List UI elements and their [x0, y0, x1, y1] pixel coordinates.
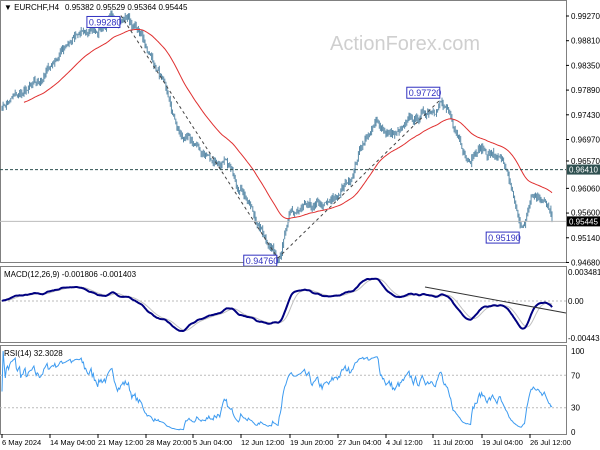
price-annotation-label: 0.99280 [89, 17, 122, 27]
price-annotation-label: 0.94760 [246, 256, 279, 266]
level-price-label: 0.96410 [569, 166, 598, 175]
macd-tick-label: -0.004436 [568, 334, 600, 343]
price-tick-label: 0.97890 [571, 86, 600, 95]
macd-trendline [424, 286, 567, 314]
price-annotation-box [86, 15, 121, 28]
swing-trendline [277, 98, 442, 259]
time-tick-label: 5 Jun 04:00 [193, 438, 232, 447]
rsi-tick-label: 0 [571, 428, 576, 437]
rsi-tick-label: 70 [571, 371, 580, 380]
time-axis: 6 May 2024 14 May 04:00 21 May 12:00 28 May… [1, 434, 571, 447]
price-tick-label: 0.97430 [571, 111, 600, 120]
price-tick-label: 0.96060 [571, 184, 600, 193]
time-tick-label: 11 Jul 20:00 [433, 438, 473, 447]
price-annotation-label: 0.97720 [409, 88, 442, 98]
price-annotation-box [485, 231, 520, 244]
current-price-label: 0.95445 [569, 217, 598, 226]
swing-trendline [120, 15, 279, 259]
time-tick-label: 4 Jul 12:00 [386, 438, 423, 447]
symbol-label: EURCHF,H4 [14, 3, 59, 12]
level-price-tag [567, 164, 600, 175]
time-tick-label: 28 May 20:00 [146, 438, 191, 447]
time-tick-label: 19 Jun 20:00 [290, 438, 333, 447]
moving-average-line [23, 28, 553, 220]
rsi-title: RSI(14) 32.3028 [4, 349, 63, 358]
macd-main-line [1, 277, 553, 332]
time-tick-label: 6 May 2024 [2, 438, 41, 447]
macd-tick-label: 0.003481 [568, 268, 600, 277]
price-tick-label: 0.99270 [571, 12, 600, 21]
time-tick-label: 27 Jun 04:00 [338, 438, 381, 447]
ohlc-values: 0.95382 0.95529 0.95364 0.95445 [65, 3, 188, 12]
symbol-dropdown-icon[interactable]: ▼ [4, 3, 14, 12]
time-tick-label: 14 May 04:00 [50, 438, 95, 447]
macd-panel-frame [0, 266, 567, 343]
price-tick-label: 0.95600 [571, 208, 600, 217]
price-tick-label: 0.96970 [571, 136, 600, 145]
macd-title: MACD(12,26,9) -0.001806 -0.001403 [4, 270, 137, 279]
watermark: ActionForex.com [330, 33, 480, 55]
price-tick-label: 0.94680 [571, 258, 600, 267]
price-annotation-label: 0.95190 [488, 233, 521, 243]
price-panel-frame [0, 0, 567, 263]
current-price-tag [567, 216, 600, 227]
price-tick-label: 0.98810 [571, 37, 600, 46]
macd-tick-label: 0.00 [568, 297, 584, 306]
time-tick-label: 26 Jul 12:00 [530, 438, 571, 447]
price-panel[interactable]: ActionForex.com 0.99270 0.98810 0.98350 0.9… [0, 0, 600, 268]
time-tick-label: 21 May 12:00 [98, 438, 143, 447]
price-tick-label: 0.98350 [571, 61, 600, 70]
rsi-line [1, 350, 553, 431]
time-tick-label: 12 Jun 12:00 [241, 438, 284, 447]
chart-header: ▼ EURCHF,H4 0.95382 0.95529 0.95364 0.954… [4, 3, 188, 12]
rsi-tick-label: 100 [571, 347, 585, 356]
price-tick-label: 0.96570 [571, 157, 600, 166]
rsi-tick-label: 30 [571, 404, 580, 413]
price-annotation-box [406, 86, 441, 99]
time-tick-label: 19 Jul 04:00 [482, 438, 523, 447]
price-tick-label: 0.95140 [571, 234, 600, 243]
rsi-panel[interactable]: RSI(14) 32.3028 100 70 30 0 [0, 345, 585, 438]
macd-panel[interactable]: MACD(12,26,9) -0.001806 -0.001403 0.0034… [0, 266, 600, 344]
